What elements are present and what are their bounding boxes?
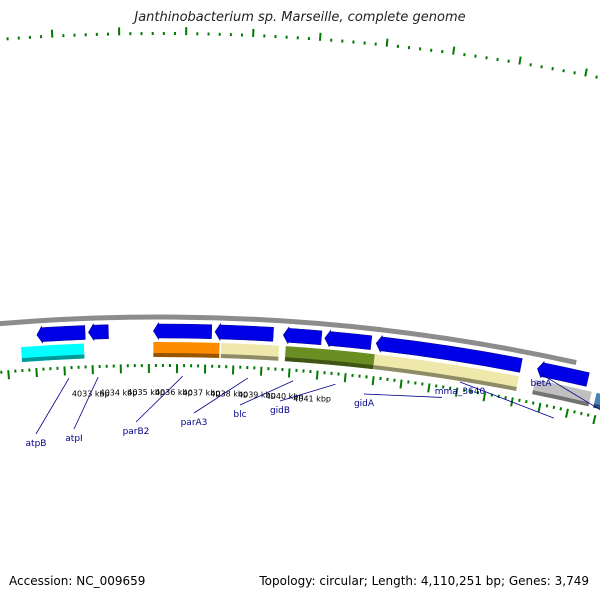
inner-scale-tick <box>427 383 431 393</box>
gene-label-leader <box>73 376 99 430</box>
gene-label-leader <box>135 375 184 423</box>
gene-label-leader <box>239 380 294 406</box>
inner-scale-tick <box>476 391 480 395</box>
gene-label-para3: parA3 <box>181 418 208 428</box>
gene-label-leader <box>193 377 249 414</box>
inner-scale-tick <box>559 407 563 411</box>
gene-label-leader <box>540 373 600 411</box>
inner-scale-tick <box>504 395 507 400</box>
outer-dotted-tick <box>562 69 565 73</box>
outer-dotted-tick <box>540 65 543 69</box>
forward-strand-gene <box>537 360 590 387</box>
outer-dotted-tick <box>595 75 598 79</box>
forward-strand-gene <box>88 322 109 342</box>
gene-feature-edge <box>21 354 85 363</box>
inner-scale-tick <box>7 370 10 380</box>
inner-scale-tick <box>552 405 556 410</box>
genome-backbone <box>0 314 577 366</box>
inner-scale-tick <box>545 404 549 408</box>
outer-dotted-tick <box>551 67 554 71</box>
scale-label-4036: 4036 kbp <box>155 388 193 397</box>
inner-scale-tick <box>592 414 597 425</box>
forward-strand-gene <box>36 325 86 344</box>
outer-dotted-tick <box>573 71 576 75</box>
inner-scale-tick <box>399 379 403 389</box>
gene-label-gidb: gidB <box>270 406 290 416</box>
forward-strand-gene <box>153 321 213 341</box>
gene-label-mma-3640: mma_3640 <box>435 387 486 397</box>
inner-scale-tick <box>287 368 291 378</box>
outer-dotted-tick <box>452 46 456 55</box>
scale-label-4040: 4040 kbp <box>266 392 304 401</box>
inner-scale-tick <box>531 401 535 405</box>
scale-label-4037: 4037 kbp <box>183 388 221 397</box>
inner-scale-tick <box>573 410 576 414</box>
outer-dotted-tick <box>518 56 522 65</box>
scale-label-4041: 4041 kbp <box>293 394 331 403</box>
scale-label-4034: 4034 kbp <box>100 388 138 397</box>
gene-label-atpi: atpI <box>65 434 82 444</box>
map-title: Janthinobacterium sp. Marseille, complet… <box>134 10 466 25</box>
gene-label-leader <box>459 381 555 419</box>
gene-label-blc: blc <box>233 410 246 420</box>
inner-scale-tick <box>454 387 459 397</box>
forward-strand-gene <box>282 325 323 346</box>
genome-summary-label: Topology: circular; Length: 4,110,251 bp… <box>259 574 589 588</box>
forward-strand-gene <box>375 334 523 373</box>
gene-feature-edge <box>220 353 279 361</box>
inner-scale-tick <box>525 399 528 404</box>
scale-label-4035: 4035 kbp <box>127 388 165 397</box>
forward-strand-gene <box>324 329 373 350</box>
inner-scale-tick <box>35 368 38 378</box>
outer-dotted-tick <box>385 38 389 47</box>
gene-label-atpb: atpB <box>26 439 47 449</box>
inner-scale-tick <box>482 392 487 402</box>
gene-feature-edge <box>284 357 374 370</box>
scale-label-4038: 4038 kbp <box>210 389 248 398</box>
outer-dotted-tick <box>529 63 532 67</box>
inner-scale-tick <box>518 398 521 402</box>
forward-strand-gene <box>214 322 274 342</box>
accession-label: Accession: NC_009659 <box>9 574 146 588</box>
gene-label-beta: betA <box>531 379 553 389</box>
gene-feature-edge <box>593 403 600 410</box>
gene-label-gida: gidA <box>354 399 375 409</box>
outer-dotted-tick <box>318 32 322 41</box>
gene-label-leader <box>279 383 336 402</box>
inner-scale-tick <box>565 408 569 418</box>
gene-feature-edge <box>532 390 590 407</box>
inner-scale-tick <box>580 411 583 416</box>
gene-feature-edge <box>153 353 220 358</box>
inner-scale-tick <box>371 376 375 386</box>
gene-label-parb2: parB2 <box>123 427 150 437</box>
gene-label-leader <box>35 378 70 435</box>
inner-scale-tick <box>315 370 319 380</box>
gene-label-leader <box>363 393 442 398</box>
inner-scale-tick <box>497 394 500 399</box>
scale-label-4039: 4039 kbp <box>238 391 276 400</box>
inner-scale-tick <box>537 402 542 412</box>
gene-feature-edge <box>373 365 517 391</box>
inner-scale-tick <box>586 413 590 417</box>
outer-dotted-tick <box>584 68 588 77</box>
inner-scale-tick <box>343 373 347 383</box>
